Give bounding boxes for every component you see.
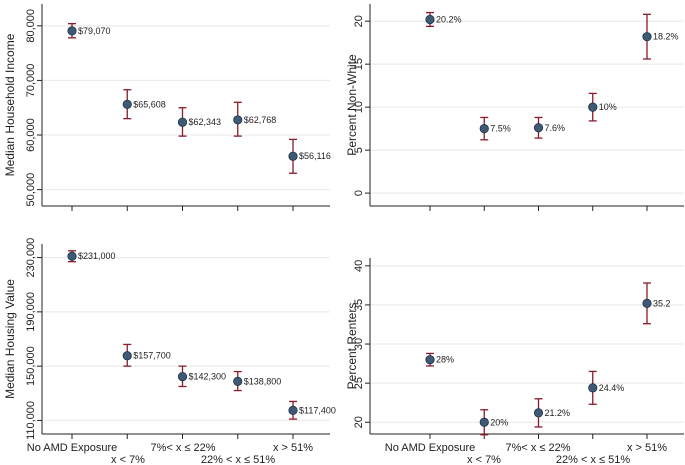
data-label: 24.4% [599, 383, 625, 393]
data-point [177, 371, 188, 382]
data-point [288, 405, 298, 415]
x-category-no-amd-right: No AMD Exposure [385, 442, 475, 454]
data-label: 7.5% [490, 124, 511, 134]
panel-median-housing-value: 110,000 150,000 190,000 230,000 Median Housi… [3, 238, 336, 440]
data-label: $65,608 [133, 99, 166, 109]
y-tick-label: 50,000 [25, 173, 37, 207]
x-category-7-22-right: 7%< x ≤ 22% [505, 442, 570, 454]
y-tick-label: 230,000 [25, 238, 37, 278]
panel-percent-renters: 20 25 30 35 40 Percent Renters 28% 20% 21.2% 24.4… [345, 258, 684, 439]
data-point [642, 32, 652, 42]
y-tick-label: 60,000 [25, 118, 37, 152]
data-point [533, 123, 544, 133]
y-tick-label: 70,000 [25, 64, 37, 98]
x-category-labels-right: No AMD Exposure 7%< x ≤ 22% x > 51% x < … [385, 442, 667, 465]
panel-percent-non-white: 0 5 10 15 20 Percent Non-White 20.2% 7.5% 7.6% 10… [345, 4, 684, 211]
y-tick-label: 80,000 [25, 9, 37, 43]
y-tick-label: 0 [353, 190, 365, 196]
plot-area [42, 4, 330, 206]
data-point [588, 383, 598, 393]
data-label: $142,300 [189, 372, 227, 382]
data-point [177, 117, 188, 127]
data-point [642, 298, 652, 308]
y-axis-label: Percent Renters [345, 303, 359, 390]
x-category-22-51-right: 22% < x ≤ 51% [556, 454, 630, 465]
x-category-22-51-left: 22% < x ≤ 51% [201, 454, 275, 465]
data-label: 35.2 [653, 298, 671, 308]
data-point [233, 376, 243, 386]
data-point [479, 417, 489, 427]
data-point [288, 151, 298, 161]
data-label: 10% [599, 102, 617, 112]
y-axis-label: Percent Non-White [345, 54, 359, 156]
data-label: 28% [436, 355, 454, 365]
x-category-gt51-left: x > 51% [273, 442, 313, 454]
data-point [67, 251, 77, 261]
plot-area [42, 244, 330, 434]
data-point [533, 408, 544, 418]
data-point [479, 124, 489, 134]
data-label: $62,768 [244, 115, 277, 125]
x-category-lt7-right: x < 7% [467, 454, 501, 465]
data-point [122, 99, 132, 110]
plot-area [370, 258, 684, 434]
x-category-labels-left: No AMD Exposure 7%< x ≤ 22% x > 51% x < … [27, 442, 313, 465]
y-tick-label: 190,000 [25, 292, 37, 332]
y-tick-label: 20 [353, 15, 365, 27]
data-point [425, 14, 435, 25]
y-tick-label: 15 [353, 58, 365, 70]
x-category-7-22-left: 7%< x ≤ 22% [150, 442, 215, 454]
data-label: $79,070 [78, 26, 111, 36]
y-tick-label: 20 [353, 416, 365, 428]
data-point [588, 102, 598, 112]
data-label: $117,400 [299, 405, 336, 415]
data-point [122, 351, 132, 361]
data-label: $62,343 [189, 117, 222, 127]
data-label: $138,800 [244, 376, 282, 386]
data-label: $231,000 [78, 251, 116, 261]
y-tick-label: 30 [353, 338, 365, 350]
y-tick-label: 10 [353, 101, 365, 113]
x-category-lt7-left: x < 7% [111, 454, 145, 465]
y-tick-label: 35 [353, 299, 365, 311]
y-tick-label: 25 [353, 377, 365, 389]
data-label: 7.6% [545, 123, 566, 133]
data-label: 20% [490, 417, 508, 427]
data-point [233, 115, 243, 125]
y-tick-label: 5 [353, 147, 365, 153]
x-category-no-amd-left: No AMD Exposure [27, 442, 117, 454]
y-tick-label: 150,000 [25, 346, 37, 386]
data-point [67, 26, 77, 36]
y-tick-label: 110,000 [25, 401, 37, 440]
data-label: $157,700 [133, 351, 171, 361]
y-axis-label: Median Housing Value [3, 279, 17, 399]
plot-area [370, 4, 684, 206]
x-category-gt51-right: x > 51% [627, 442, 667, 454]
data-label: 20.2% [436, 14, 462, 24]
data-label: 21.2% [545, 408, 571, 418]
data-point [425, 355, 435, 365]
data-label: $56,116 [299, 151, 331, 161]
data-label: 18.2% [653, 32, 679, 42]
panel-median-household-income: 50,000 60,000 70,000 80,000 Median Household… [3, 4, 331, 211]
y-tick-label: 40 [353, 260, 365, 272]
y-axis-label: Median Household Income [3, 33, 17, 176]
